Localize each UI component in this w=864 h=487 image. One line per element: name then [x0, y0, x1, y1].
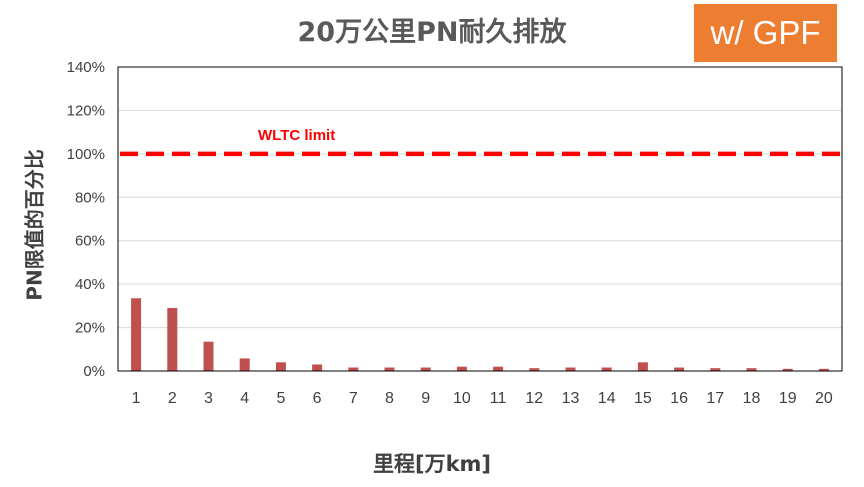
x-tick-label: 15	[634, 390, 652, 407]
x-tick-label: 6	[313, 390, 322, 407]
x-tick-label: 4	[240, 390, 249, 407]
bar	[818, 368, 829, 371]
x-tick-label: 10	[453, 390, 471, 407]
y-tick-label: 80%	[75, 189, 105, 206]
bar	[131, 298, 142, 371]
bar	[782, 368, 793, 371]
y-tick-label: 0%	[83, 363, 105, 380]
x-tick-label: 13	[562, 390, 580, 407]
plot-frame	[117, 66, 843, 372]
y-tick-label: 100%	[67, 146, 105, 163]
gpf-badge: w/ GPF	[694, 4, 837, 62]
y-tick-label: 40%	[75, 276, 105, 293]
x-tick-label: 17	[706, 390, 724, 407]
bar	[167, 308, 178, 371]
y-tick-label: 20%	[75, 320, 105, 337]
y-tick-labels: 0% 20% 40% 60% 80% 100% 120% 140%	[67, 59, 105, 380]
bar	[384, 367, 395, 371]
x-tick-label: 11	[490, 390, 507, 407]
x-tick-label: 7	[349, 390, 358, 407]
bar	[674, 367, 685, 371]
x-tick-label: 16	[670, 390, 688, 407]
bar	[456, 366, 467, 371]
chart-title: 20万公里PN耐久排放	[297, 17, 567, 48]
x-tick-label: 1	[132, 390, 141, 407]
bar	[746, 368, 757, 371]
bar	[493, 366, 504, 371]
bar	[275, 362, 286, 371]
gridlines	[118, 109, 842, 329]
bar	[710, 368, 721, 371]
bar	[601, 367, 612, 371]
bar	[529, 368, 540, 371]
bar	[312, 364, 323, 371]
x-tick-label: 5	[276, 390, 285, 407]
reference-line-group: WLTC limit	[120, 127, 840, 157]
x-tick-label: 8	[385, 390, 394, 407]
x-tick-label: 20	[815, 390, 833, 407]
reference-line-label: WLTC limit	[258, 127, 335, 144]
bar	[420, 367, 431, 371]
x-tick-label: 14	[598, 390, 616, 407]
x-tick-label: 3	[204, 390, 213, 407]
y-tick-label: 140%	[67, 59, 105, 76]
bar	[203, 341, 214, 371]
x-axis-label: 里程[万km]	[372, 452, 492, 476]
x-tick-label: 9	[421, 390, 430, 407]
bars	[131, 298, 829, 371]
x-tick-label: 18	[743, 390, 761, 407]
y-tick-label: 120%	[67, 102, 105, 119]
y-tick-label: 60%	[75, 233, 105, 250]
x-tick-label: 19	[779, 390, 797, 407]
bar	[637, 362, 648, 371]
x-tick-label: 12	[525, 390, 543, 407]
bar	[239, 358, 250, 371]
bar	[348, 367, 359, 371]
x-tick-label: 2	[168, 390, 177, 407]
x-tick-labels: 1 2 3 4 5 6 7 8 9 10 11 12 13 14 15 16 17 18 19 20	[132, 390, 833, 407]
bar	[565, 367, 576, 371]
